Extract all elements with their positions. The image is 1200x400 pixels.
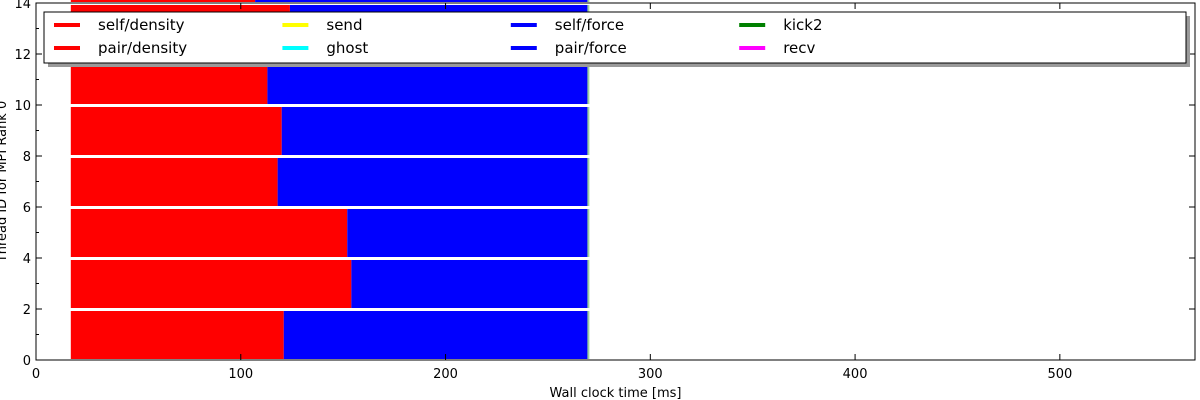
thread-2-end-marker: [587, 209, 590, 257]
x-tick-label-100: 100: [228, 367, 253, 382]
x-tick-label-300: 300: [638, 367, 663, 382]
thread-3-segment-1: [277, 158, 589, 206]
y-tick-label-2: 2: [23, 303, 31, 318]
thread-0-end-marker: [587, 311, 590, 359]
legend-label-ghost: ghost: [326, 39, 368, 57]
thread-2-segment-0: [70, 209, 348, 257]
legend-label-pair-force: pair/force: [555, 39, 627, 57]
thread-4-segment-1: [281, 107, 589, 155]
y-tick-label-8: 8: [23, 150, 31, 165]
thread-1-end-marker: [587, 260, 590, 308]
thread-7-segment-1: [255, 0, 589, 2]
thread-0-segment-1: [283, 311, 589, 359]
legend-box: [43, 11, 1187, 64]
y-tick-label-4: 4: [23, 252, 31, 267]
thread-7-segment-0: [70, 0, 256, 2]
x-tick-label-200: 200: [433, 367, 458, 382]
legend-label-send: send: [326, 16, 362, 34]
legend-label-self-density: self/density: [98, 16, 185, 34]
legend: self/density pair/density send ghost self/fo…: [43, 11, 1190, 67]
legend-label-self-force: self/force: [555, 16, 624, 34]
y-tick-label-10: 10: [14, 99, 31, 114]
thread-5-end-marker: [587, 56, 590, 104]
x-tick-label-0: 0: [32, 367, 40, 382]
y-axis-title: Thread ID for MPI Rank 0: [0, 101, 10, 263]
thread-1-segment-1: [351, 260, 589, 308]
y-tick-label-14: 14: [14, 0, 31, 12]
plot-frame: [35, 2, 1196, 361]
x-tick-label-500: 500: [1047, 367, 1072, 382]
thread-3-end-marker: [587, 158, 590, 206]
y-tick-label-0: 0: [23, 354, 31, 369]
legend-label-kick2: kick2: [783, 16, 822, 34]
legend-label-recv: recv: [783, 39, 815, 57]
thread-3-segment-0: [70, 158, 278, 206]
y-tick-label-6: 6: [23, 201, 31, 216]
thread-2-segment-1: [347, 209, 589, 257]
legend-label-pair-density: pair/density: [98, 39, 187, 57]
y-tick-label-12: 12: [14, 48, 31, 63]
x-axis-title: Wall clock time [ms]: [550, 386, 682, 400]
thread-4-segment-0: [70, 107, 282, 155]
thread-1-segment-0: [70, 260, 352, 308]
ticks-layer: 0 100 200 300 400 500 0 2 4 6 8 10 12 14: [14, 0, 1195, 382]
thread-4-end-marker: [587, 107, 590, 155]
x-tick-label-400: 400: [843, 367, 868, 382]
thread-7-end-marker: [587, 0, 590, 2]
thread-0-segment-0: [70, 311, 284, 359]
